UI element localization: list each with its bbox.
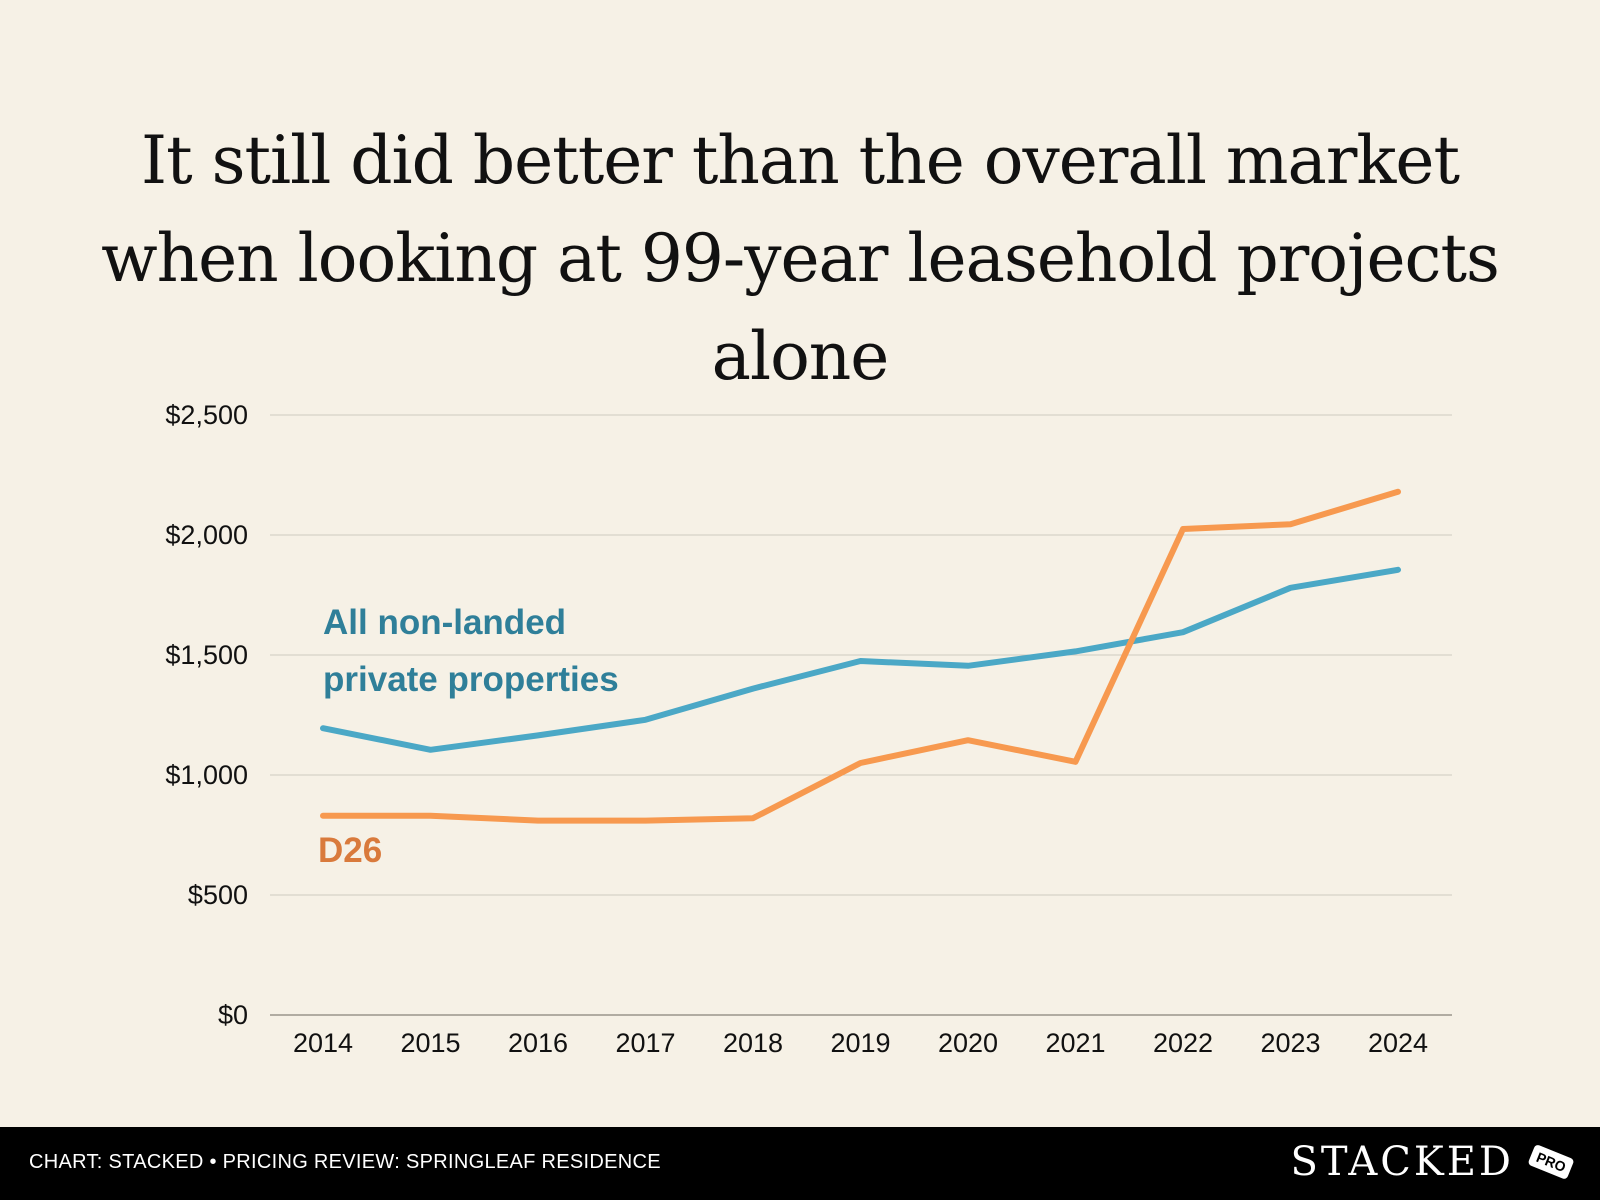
footer-bar: CHART: STACKED • PRICING REVIEW: SPRINGL… xyxy=(0,1127,1600,1200)
x-tick-label: 2024 xyxy=(1368,1028,1428,1058)
footer-source: CHART: STACKED • PRICING REVIEW: SPRINGL… xyxy=(29,1151,661,1173)
series-label-d26: D26 xyxy=(318,831,382,870)
x-tick-label: 2018 xyxy=(723,1028,783,1058)
series-lines xyxy=(320,488,1401,824)
series-labels: All non-landed private properties D26 xyxy=(318,603,619,870)
x-tick-label: 2017 xyxy=(615,1028,675,1058)
x-tick-label: 2019 xyxy=(830,1028,890,1058)
gridlines xyxy=(270,414,1452,1016)
x-tick-label: 2015 xyxy=(400,1028,460,1058)
pro-badge: PRO xyxy=(1527,1143,1575,1181)
y-axis-ticks: $0 $500 $1,000 $1,500 $2,000 $2,500 xyxy=(165,400,248,1030)
x-tick-label: 2022 xyxy=(1153,1028,1213,1058)
y-tick-label: $2,000 xyxy=(165,520,248,550)
x-tick-label: 2020 xyxy=(938,1028,998,1058)
x-tick-label: 2023 xyxy=(1260,1028,1320,1058)
y-tick-label: $500 xyxy=(188,880,248,910)
y-tick-label: $1,000 xyxy=(165,760,248,790)
x-axis-ticks: 2014 2015 2016 2017 2018 2019 2020 2021 2022 2023… xyxy=(293,1028,1428,1058)
brand-logo: STACKED xyxy=(1290,1139,1514,1185)
x-tick-label: 2014 xyxy=(293,1028,353,1058)
line-chart: $0$500$1,000$1,500$2,000$2,500 2014 2015 2… xyxy=(165,400,1452,1058)
y-tick-label: $0 xyxy=(218,1000,248,1030)
series-label-all-non-landed: private properties xyxy=(323,660,619,699)
y-tick-label: $1,500 xyxy=(165,640,248,670)
y-tick-label: $2,500 xyxy=(165,400,248,430)
series-label-all-non-landed: All non-landed xyxy=(323,603,566,642)
series-line-d26 xyxy=(320,488,1401,824)
x-tick-label: 2016 xyxy=(508,1028,568,1058)
page-title: It still did better than the overall mar… xyxy=(101,122,1500,395)
x-tick-label: 2021 xyxy=(1045,1028,1105,1058)
